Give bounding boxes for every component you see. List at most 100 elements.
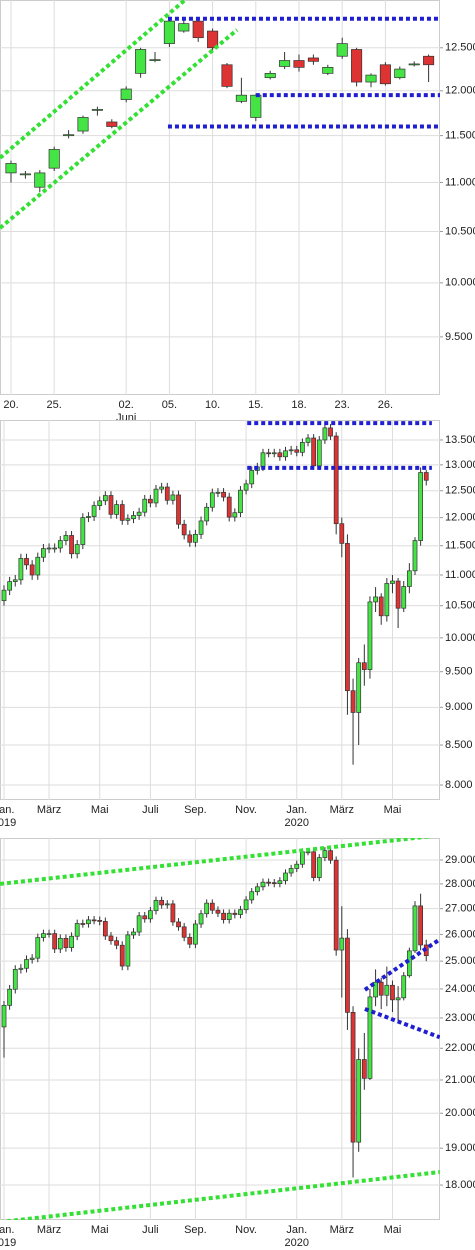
- candle-body: [226, 912, 232, 920]
- candle-body: [48, 149, 60, 169]
- candle-body: [119, 944, 125, 967]
- candle-body: [384, 583, 390, 617]
- candle-body: [57, 937, 63, 950]
- candle-body: [322, 427, 328, 441]
- candle-body: [74, 544, 80, 555]
- y-tick-label: 22.000: [445, 1042, 475, 1054]
- x-tick-label: Jan.: [0, 804, 14, 816]
- candle-body: [221, 912, 226, 920]
- candle-body: [97, 500, 103, 507]
- candle-body: [264, 73, 276, 79]
- candle-body: [108, 935, 114, 942]
- trendline: [364, 1007, 440, 1040]
- x-tick-label: 15.: [248, 399, 263, 411]
- candle-body: [108, 495, 114, 515]
- y-tick-label: 10.500: [445, 600, 475, 612]
- candle-body: [293, 60, 305, 68]
- candle-body: [159, 900, 165, 906]
- candle-body: [333, 859, 339, 951]
- candle-body: [260, 881, 266, 888]
- candle-body: [181, 926, 187, 938]
- x-tick-label: März: [330, 804, 354, 816]
- candle-body: [378, 981, 384, 996]
- candle-body: [283, 450, 288, 458]
- y-tick-label: 10.000: [445, 277, 475, 289]
- candle-body: [52, 933, 58, 950]
- candle-body: [412, 540, 418, 572]
- x-sublabel: 2019: [0, 817, 16, 829]
- plot-area: [0, 420, 440, 800]
- candle-body: [238, 489, 243, 514]
- candle-body: [29, 957, 35, 960]
- candle-body: [12, 579, 18, 582]
- candle-body: [163, 20, 175, 44]
- candle-body: [316, 439, 322, 467]
- candle-body: [221, 64, 233, 87]
- candle-body: [91, 919, 97, 922]
- candle-body: [135, 49, 147, 74]
- candle-body: [311, 851, 317, 878]
- candle-body: [29, 564, 35, 576]
- candle-body: [300, 442, 305, 453]
- x-tick-label: Sep.: [184, 1224, 207, 1236]
- x-tick-label: Jan.: [286, 804, 307, 816]
- candle-body: [46, 933, 52, 935]
- x-tick-label: Mai: [91, 804, 109, 816]
- candle-body: [12, 969, 18, 990]
- candle-body: [279, 60, 291, 67]
- candle-body: [119, 504, 125, 521]
- x-tick-label: Nov.: [235, 804, 257, 816]
- y-tick-label: 9.500: [445, 666, 473, 678]
- candle-body: [423, 55, 435, 66]
- candle-body: [204, 902, 210, 915]
- x-tick-label: 26.: [378, 399, 393, 411]
- candle-body: [339, 937, 345, 951]
- x-tick-label: 10.: [205, 399, 220, 411]
- candle-body: [294, 449, 300, 453]
- candle-body: [164, 903, 170, 906]
- candle-body: [131, 931, 136, 936]
- y-tick-label: 9.000: [445, 701, 473, 713]
- candle-body: [170, 903, 176, 923]
- candle-body: [57, 540, 63, 549]
- candle-body: [181, 523, 187, 536]
- candle-body: [221, 491, 226, 498]
- candle-body: [226, 496, 232, 518]
- candle-body: [192, 20, 204, 39]
- candle-body: [91, 109, 103, 111]
- candle-body: [136, 915, 142, 933]
- x-tick-label: 02.: [119, 399, 134, 411]
- x-tick-label: Mai: [384, 1224, 402, 1236]
- candle-body: [401, 586, 407, 609]
- candle-body: [80, 923, 86, 925]
- candle-body: [300, 851, 305, 865]
- candle-body: [215, 909, 221, 914]
- candle-body: [5, 163, 17, 174]
- candle-body: [260, 452, 266, 468]
- candle-body: [328, 427, 333, 437]
- candle-body: [406, 950, 412, 977]
- candle-body: [1, 1004, 7, 1028]
- candle-body: [176, 921, 181, 928]
- x-tick-label: Jan.: [0, 1224, 14, 1236]
- candles: [0, 838, 440, 1220]
- x-tick-label: Juli: [142, 804, 159, 816]
- candle-body: [80, 517, 86, 545]
- candle-body: [254, 886, 260, 893]
- candle-body: [322, 850, 328, 858]
- candle-body: [148, 910, 153, 920]
- y-tick-label: 8.000: [445, 779, 473, 791]
- candle-body: [91, 505, 97, 517]
- x-tick-label: März: [330, 1224, 354, 1236]
- candle-body: [159, 486, 165, 490]
- candle-body: [24, 558, 29, 566]
- candle-body: [187, 534, 193, 543]
- x-tick-label: Nov.: [235, 1224, 257, 1236]
- candle-body: [86, 516, 91, 518]
- candle-body: [249, 891, 255, 901]
- candle-body: [418, 905, 423, 946]
- candle-body: [19, 173, 31, 176]
- y-tick-label: 10.000: [445, 632, 475, 644]
- y-tick-label: 26.000: [445, 928, 475, 940]
